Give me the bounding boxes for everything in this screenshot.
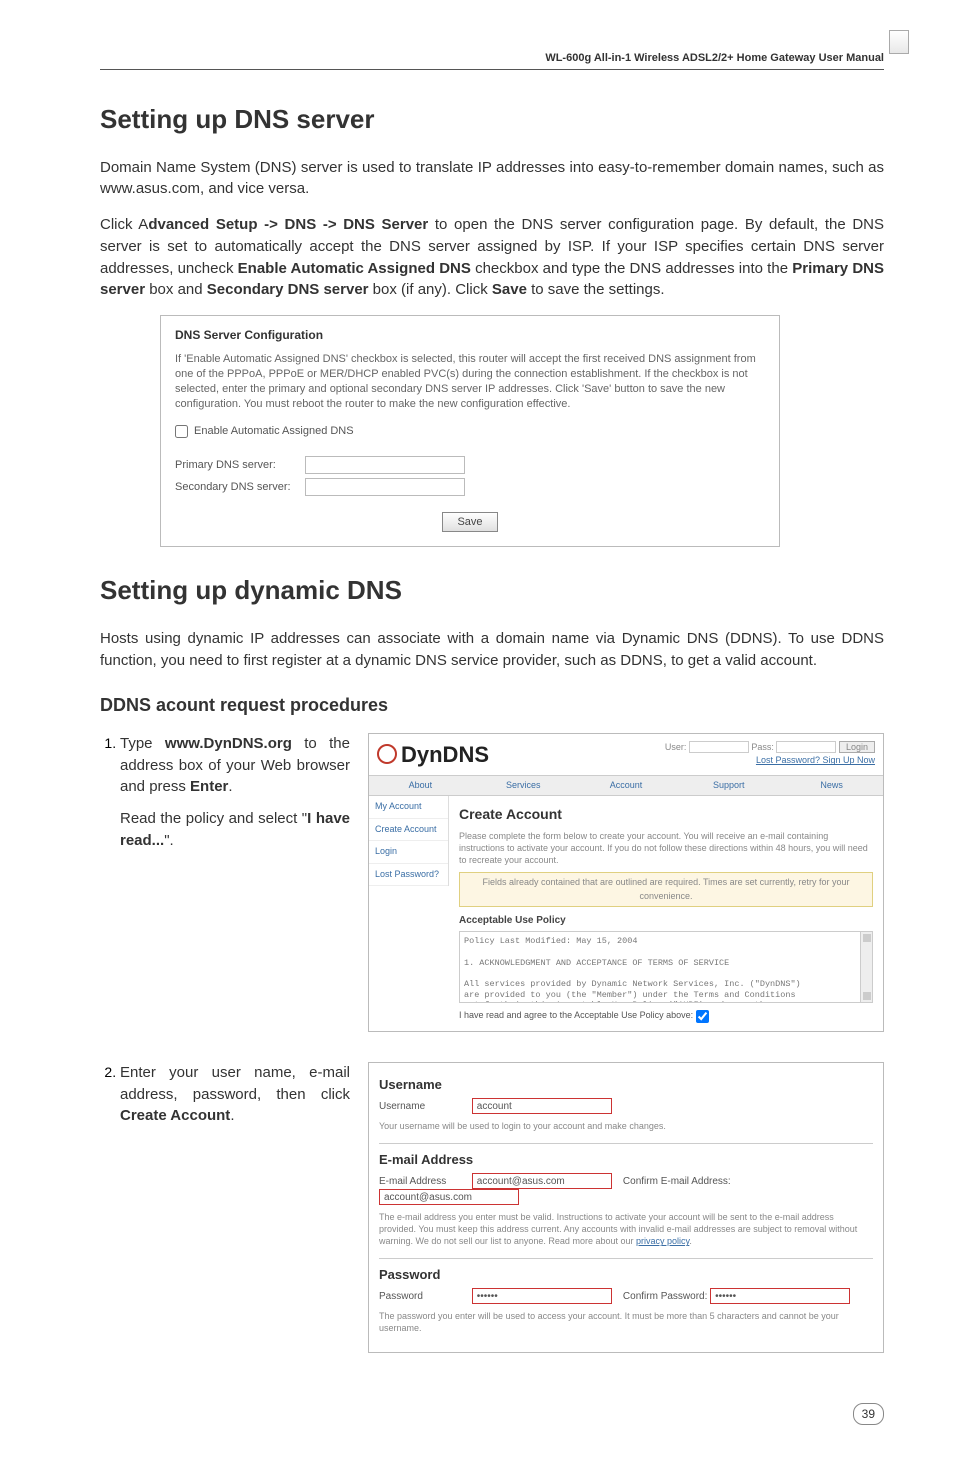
section-heading-ddns: Setting up dynamic DNS — [100, 571, 884, 610]
password-section-title: Password — [379, 1265, 873, 1285]
password-confirm-label: Confirm Password: — [623, 1289, 707, 1304]
privacy-policy-link[interactable]: privacy policy — [636, 1236, 689, 1246]
dyndns-login-button[interactable]: Login — [839, 741, 875, 753]
username-section-title: Username — [379, 1075, 873, 1095]
primary-dns-label: Primary DNS server: — [175, 457, 305, 474]
save-button[interactable]: Save — [442, 512, 497, 533]
email-note: The e-mail address you enter must be val… — [379, 1211, 873, 1247]
secondary-dns-label: Secondary DNS server: — [175, 479, 305, 496]
email-section-title: E-mail Address — [379, 1150, 873, 1170]
dyndns-user-input[interactable] — [689, 741, 749, 753]
sidebar-lost-password[interactable]: Lost Password? — [369, 864, 448, 887]
create-account-note: Please complete the form below to create… — [459, 831, 873, 866]
lost-password-link[interactable]: Lost Password? Sign Up Now — [756, 755, 875, 765]
username-note: Your username will be used to login to y… — [379, 1120, 873, 1132]
tab-about[interactable]: About — [369, 776, 472, 796]
sidebar-login[interactable]: Login — [369, 841, 448, 864]
ddns-procedures-heading: DDNS acount request procedures — [100, 692, 884, 719]
password-label: Password — [379, 1289, 469, 1304]
policy-title: Acceptable Use Policy — [459, 913, 873, 928]
policy-scrollbar[interactable] — [860, 932, 872, 1002]
required-fields-note: Fields already contained that are outlin… — [459, 872, 873, 907]
page-header: WL-600g All-in-1 Wireless ADSL2/2+ Home … — [100, 50, 884, 70]
password-input[interactable] — [472, 1288, 612, 1304]
dns-instructions-para: Click Advanced Setup -> DNS -> DNS Serve… — [100, 214, 884, 301]
dyndns-login-area: User: Pass: Login Lost Password? Sign Up… — [665, 741, 875, 768]
dns-config-title: DNS Server Configuration — [175, 326, 765, 344]
tab-account[interactable]: Account — [575, 776, 678, 796]
manual-icon — [889, 30, 909, 54]
enable-auto-dns-checkbox[interactable] — [175, 425, 188, 438]
dyndns-screenshot: DynDNS User: Pass: Login Lost Password? … — [368, 733, 884, 1032]
password-confirm-input[interactable] — [710, 1288, 850, 1304]
create-account-heading: Create Account — [459, 804, 873, 825]
email-confirm-label: Confirm E-mail Address: — [623, 1174, 731, 1189]
step2-text: Enter your user name, e-mail address, pa… — [120, 1062, 350, 1127]
sidebar-my-account[interactable]: My Account — [369, 796, 448, 819]
dns-config-screenshot: DNS Server Configuration If 'Enable Auto… — [160, 315, 780, 547]
gear-icon — [377, 744, 397, 764]
policy-textbox[interactable]: Policy Last Modified: May 15, 2004 1. AC… — [459, 931, 873, 1003]
password-note: The password you enter will be used to a… — [379, 1310, 873, 1334]
agree-checkbox[interactable] — [696, 1010, 709, 1023]
dyndns-tabs: About Services Account Support News — [369, 775, 883, 797]
section-heading-dns: Setting up DNS server — [100, 100, 884, 139]
step-2: Enter your user name, e-mail address, pa… — [120, 1062, 884, 1353]
step-1: Type www.DynDNS.org to the address box o… — [120, 733, 884, 1032]
agree-row: I have read and agree to the Acceptable … — [459, 1009, 873, 1023]
dns-config-description: If 'Enable Automatic Assigned DNS' check… — [175, 352, 765, 411]
email-label: E-mail Address — [379, 1174, 469, 1189]
dns-intro-para: Domain Name System (DNS) server is used … — [100, 157, 884, 201]
dyndns-sidebar: My Account Create Account Login Lost Pas… — [369, 796, 449, 886]
step1-text-2: Read the policy and select "I have read.… — [120, 808, 350, 852]
username-input[interactable] — [472, 1098, 612, 1114]
tab-services[interactable]: Services — [472, 776, 575, 796]
ddns-intro-para: Hosts using dynamic IP addresses can ass… — [100, 628, 884, 672]
primary-dns-input[interactable] — [305, 456, 465, 474]
email-confirm-input[interactable] — [379, 1189, 519, 1205]
step1-text-1: Type www.DynDNS.org to the address box o… — [120, 733, 350, 798]
dyndns-logo: DynDNS — [377, 738, 489, 771]
tab-support[interactable]: Support — [677, 776, 780, 796]
account-form-screenshot: Username Username Your username will be … — [368, 1062, 884, 1353]
secondary-dns-input[interactable] — [305, 478, 465, 496]
header-title: WL-600g All-in-1 Wireless ADSL2/2+ Home … — [100, 50, 884, 67]
page-number: 39 — [100, 1403, 884, 1425]
email-input[interactable] — [472, 1173, 612, 1189]
dns-auto-checkbox-row: Enable Automatic Assigned DNS — [175, 423, 765, 440]
tab-news[interactable]: News — [780, 776, 883, 796]
username-label: Username — [379, 1099, 469, 1114]
dyndns-pass-input[interactable] — [776, 741, 836, 753]
sidebar-create-account[interactable]: Create Account — [369, 819, 448, 842]
